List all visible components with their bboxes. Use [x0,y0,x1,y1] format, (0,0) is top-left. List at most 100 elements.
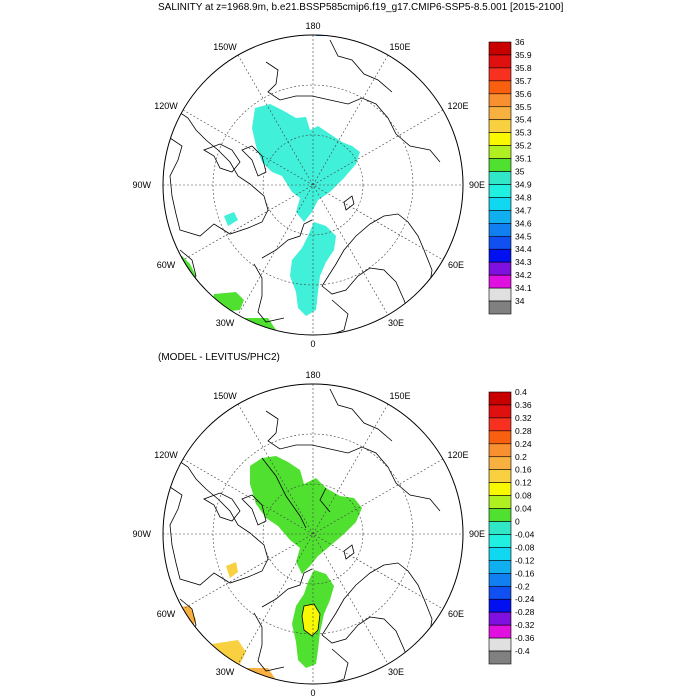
salinity-field-small [224,212,238,226]
top-colorbar-label: 34.7 [515,205,532,215]
lon-label-90e-b: 90E [469,529,485,539]
lon-label-60w-b: 60W [157,609,176,619]
bottom-colorbar-box [488,534,512,548]
bottom-colorbar-box [488,404,512,419]
bottom-colorbar-label: 0.04 [515,504,532,514]
bottom-colorbar-label: -0.28 [515,607,535,617]
bottom-colorbar-label: 0.32 [515,413,532,423]
top-panel-title: SALINITY at z=1968.9m, b.e21.BSSP585cmip… [158,2,564,13]
lon-label-90w-b: 90W [132,529,151,539]
top-colorbar-box [488,300,512,315]
bottom-panel-title: (MODEL - LEVITUS/PHC2) [158,352,280,363]
top-colorbar-label: 35.3 [515,128,532,138]
top-colorbar-label: 34.9 [515,179,532,189]
bottom-colorbar-box [488,624,512,639]
top-colorbar-label: 34.3 [515,257,532,267]
bottom-colorbar-box [488,611,512,626]
top-colorbar-box [488,119,512,133]
diff-field-arctic [250,456,362,574]
bottom-colorbar-label: 0 [515,517,520,527]
bottom-colorbar-box [488,573,512,587]
lon-label-30w: 30W [216,318,235,328]
lon-label-30e: 30E [388,318,404,328]
bottom-colorbar-label: 0.28 [515,426,532,436]
coastlines-bottom [167,388,441,684]
top-colorbar-box [488,106,512,121]
salinity-field-arctic [252,104,360,222]
top-colorbar-label: 35.1 [515,154,532,164]
lon-label-120w: 120W [154,101,178,111]
bottom-colorbar-label: 0.12 [515,478,532,488]
graticule [163,35,463,335]
lon-label-150e: 150E [389,42,410,52]
top-colorbar-label: 35.8 [515,63,532,73]
top-colorbar-label: 35.2 [515,141,532,151]
bottom-colorbar-label: -0.2 [515,581,530,591]
bottom-colorbar-box [488,469,512,483]
bottom-colorbar-box [488,417,512,432]
contour-zero [261,457,331,637]
bottom-colorbar-label: 0.08 [515,491,532,501]
top-colorbar-box [488,184,512,198]
top-colorbar-label: 34.8 [515,192,532,202]
lon-label-150e-b: 150E [389,391,410,401]
bottom-colorbar-box [488,547,512,561]
top-colorbar-box [488,158,512,172]
bottom-colorbar-box [488,650,512,665]
lon-label-60e-b: 60E [448,609,464,619]
top-colorbar-label: 35.4 [515,115,532,125]
top-lon-labels: 180 150E 120E 90E 60E 30E 0 30W 60W 90W … [132,21,485,349]
top-colorbar-box [488,54,512,69]
lon-label-90w: 90W [132,180,151,190]
top-colorbar-box [488,261,512,276]
top-colorbar-box [488,41,512,56]
salinity-field-green-atlantic-3 [240,318,276,334]
bottom-colorbar-label: 0.16 [515,465,532,475]
bottom-colorbar-box [488,637,512,652]
top-colorbar-box [488,210,512,224]
top-colorbar-label: 34.4 [515,244,532,254]
top-colorbar-label: 34 [515,296,525,306]
top-polar-map: 180 150E 120E 90E 60E 30E 0 30W 60W 90W … [132,21,531,349]
bottom-lon-labels: 180 150E 120E 90E 60E 30E 0 30W 60W 90W … [132,370,485,698]
lon-label-60w: 60W [157,260,176,270]
top-colorbar-label: 34.2 [515,270,532,280]
top-colorbar-box [488,274,512,289]
lon-label-90e: 90E [469,180,485,190]
top-colorbar-box [488,235,512,250]
lon-label-30w-b: 30W [216,667,235,677]
lon-label-120e: 120E [447,101,468,111]
top-colorbar-label: 35.9 [515,50,532,60]
bottom-colorbar-box [488,482,512,496]
bottom-colorbar-box [488,495,512,509]
bottom-colorbar-label: 0.24 [515,439,532,449]
top-colorbar-box [488,197,512,211]
bottom-colorbar-label: -0.08 [515,542,535,552]
bottom-colorbar-label: -0.36 [515,633,535,643]
top-colorbar-label: 35.7 [515,76,532,86]
bottom-colorbar-box [488,598,512,613]
top-colorbar: 36 35.9 35.8 35.7 35.6 35.5 35.4 35.3 35.2 35.1 35… [488,37,532,315]
lon-label-150w-b: 150W [213,391,237,401]
bottom-colorbar-box [488,560,512,574]
top-colorbar-box [488,132,512,146]
top-colorbar-label: 35.5 [515,102,532,112]
bottom-colorbar-box [488,443,512,458]
top-colorbar-box [488,80,512,95]
top-colorbar-label: 35 [515,167,525,177]
bottom-colorbar-label: -0.12 [515,555,535,565]
lon-label-0-b: 0 [310,688,315,698]
top-colorbar-box [488,93,512,108]
top-colorbar-label: 36 [515,37,525,47]
graticule-bottom [163,384,463,684]
lon-label-180: 180 [305,21,320,31]
diff-field-gold-small [226,562,238,578]
bottom-colorbar-box [488,508,512,522]
diff-field-orange-atlantic [240,668,276,684]
lon-label-120w-b: 120W [154,450,178,460]
bottom-colorbar-label: 0.36 [515,400,532,410]
bottom-colorbar-label: -0.24 [515,594,535,604]
bottom-map-border [162,383,464,685]
top-colorbar-box [488,287,512,302]
